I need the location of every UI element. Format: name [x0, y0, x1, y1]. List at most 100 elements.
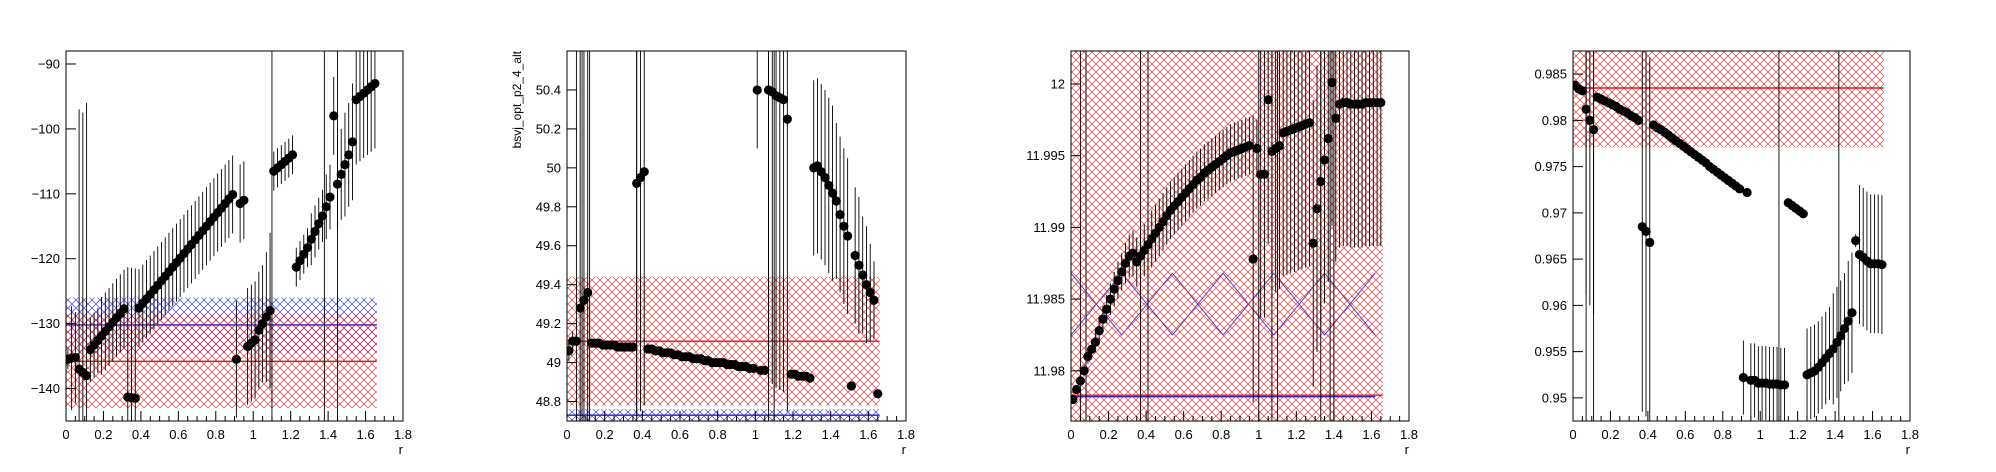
- x-tick-label: 0.4: [1137, 427, 1155, 442]
- data-point: [1588, 125, 1599, 135]
- data-point: [1094, 326, 1104, 336]
- data-point: [1252, 143, 1262, 154]
- chart-panel-1: 0 0.2 0.4 0.6 0.8 1 1.2 1.4 1.6 1.8 −140 −130 −120 −1…: [31, 50, 412, 457]
- data-point: [344, 150, 354, 160]
- chart-panel-4: 0 0.2 0.4 0.6 0.8 1 1.2 1.4 1.6 1.8 0.95 0.955 0.96 0…: [1534, 50, 1919, 457]
- y-tick-label: 0.975: [1534, 159, 1567, 174]
- data-point: [1079, 366, 1089, 376]
- y-tick-label: −130: [31, 316, 60, 331]
- data-point: [827, 188, 838, 198]
- x-tick-label: 1.8: [897, 427, 915, 442]
- data-point: [820, 172, 830, 183]
- x-tick-label: 0: [62, 427, 69, 442]
- y-tick-label: 0.96: [1542, 298, 1567, 313]
- y-tick-label: −110: [32, 186, 60, 201]
- x-axis-label: r: [1906, 442, 1911, 457]
- data-point: [873, 389, 883, 399]
- x-tick-label: 1.8: [1901, 427, 1919, 442]
- data-point: [861, 280, 872, 290]
- data-point: [850, 250, 860, 261]
- data-point: [81, 370, 92, 381]
- y-tick-label: 11.99: [1033, 220, 1065, 235]
- data-point: [332, 179, 343, 189]
- x-axis-label: r: [399, 442, 404, 457]
- band-1-hatch: [1573, 51, 1884, 148]
- data-point: [250, 335, 260, 345]
- data-point: [760, 365, 770, 375]
- plot-area: [1071, 51, 1386, 421]
- x-tick-label: 1.8: [394, 427, 412, 442]
- chart-panel-3: 0 0.2 0.4 0.6 0.8 1 1.2 1.4 1.6 1.8 11.98 11.985 11.…: [1026, 50, 1418, 457]
- data-point: [869, 295, 879, 305]
- data-point: [228, 189, 238, 200]
- x-tick-label: 0.2: [1601, 427, 1619, 442]
- data-point: [1843, 316, 1853, 326]
- data-point: [1779, 380, 1790, 390]
- data-point: [1735, 184, 1745, 194]
- data-point: [839, 221, 849, 231]
- y-tick-label: −90: [38, 56, 60, 71]
- data-point: [231, 354, 241, 364]
- data-point: [306, 234, 316, 244]
- data-point: [1072, 384, 1082, 395]
- data-point: [302, 243, 313, 253]
- data-point: [1742, 187, 1752, 198]
- x-tick-label: 0.6: [169, 427, 187, 442]
- data-point: [778, 95, 789, 105]
- data-point: [1071, 394, 1078, 405]
- data-point: [1331, 113, 1341, 124]
- y-tick-label: 0.985: [1534, 67, 1567, 82]
- data-point: [1645, 237, 1655, 248]
- x-tick-label: 1: [250, 427, 257, 442]
- data-point: [1120, 258, 1131, 268]
- data-point: [835, 209, 845, 220]
- data-point: [1851, 236, 1861, 246]
- y-tick-label: −100: [31, 121, 60, 136]
- data-point: [858, 270, 868, 280]
- data-point: [370, 78, 380, 89]
- x-tick-label: 0: [1067, 427, 1074, 442]
- y-tick-label: 0.965: [1534, 252, 1567, 267]
- data-point: [239, 195, 249, 205]
- data-point: [1836, 331, 1846, 341]
- data-point: [628, 342, 638, 352]
- x-tick-label: 0.2: [1100, 427, 1118, 442]
- y-tick-label: 0.95: [1542, 390, 1567, 405]
- data-point: [1312, 204, 1322, 214]
- data-point: [1263, 95, 1273, 105]
- x-tick-label: 1.2: [1789, 427, 1807, 442]
- data-point: [571, 336, 582, 346]
- data-point: [1376, 98, 1386, 108]
- y-tick-label: 49: [547, 355, 561, 370]
- data-point: [1319, 155, 1330, 165]
- y-tick-label: 48.8: [536, 394, 561, 409]
- data-point: [310, 226, 320, 237]
- data-point: [1323, 133, 1333, 144]
- data-point: [1633, 115, 1644, 125]
- data-point: [314, 219, 324, 229]
- plot-area: [1573, 51, 1887, 421]
- data-point: [1839, 323, 1850, 334]
- data-point: [782, 114, 792, 124]
- data-point: [831, 196, 841, 206]
- x-tick-label: 0.8: [1212, 427, 1230, 442]
- x-tick-label: 0.4: [633, 427, 651, 442]
- data-point: [639, 167, 649, 177]
- x-tick-label: 1: [1757, 427, 1764, 442]
- y-tick-label: 0.955: [1534, 344, 1567, 359]
- data-point: [1102, 304, 1112, 314]
- x-tick-label: 0.4: [132, 427, 150, 442]
- data-point: [1109, 284, 1119, 294]
- y-tick-label: −140: [31, 381, 60, 396]
- data-point: [70, 352, 80, 362]
- x-axis-label: r: [1405, 442, 1410, 457]
- y-tick-label: −120: [31, 251, 60, 266]
- data-point: [843, 231, 853, 241]
- x-tick-label: 1.4: [1325, 427, 1343, 442]
- x-tick-label: 0.6: [1175, 427, 1193, 442]
- x-tick-label: 0.8: [1714, 427, 1732, 442]
- data-point: [119, 304, 129, 314]
- x-tick-label: 0.2: [596, 427, 614, 442]
- x-tick-label: 0: [563, 427, 570, 442]
- x-tick-label: 1.6: [1864, 427, 1882, 442]
